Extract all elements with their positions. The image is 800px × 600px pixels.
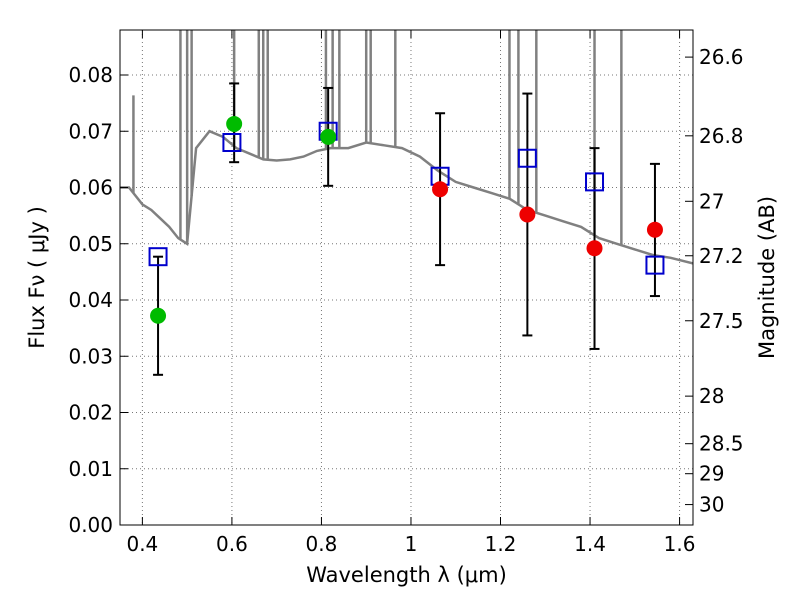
x-tick-label: 1.2 xyxy=(485,532,517,556)
y2-tick-label: 26.8 xyxy=(699,124,744,148)
model-photometry-square xyxy=(645,255,665,275)
y-tick-label: 0.07 xyxy=(68,119,113,143)
y2-tick-label: 27 xyxy=(699,189,724,213)
model-spectrum xyxy=(120,30,693,265)
x-axis-title: Wavelength λ (μm) xyxy=(306,563,507,587)
y2-tick-label: 28.5 xyxy=(699,432,744,456)
grid-lines xyxy=(120,30,693,526)
y2-axis-title: Magnitude (AB) xyxy=(755,196,779,359)
y-tick-label: 0.05 xyxy=(68,232,113,256)
y2-tick-label: 28 xyxy=(699,384,724,408)
plot-frame xyxy=(119,29,694,526)
y-tick-label: 0.01 xyxy=(68,457,113,481)
x-tick-label: 0.8 xyxy=(306,532,338,556)
detection-point xyxy=(150,307,167,324)
y-tick-label: 0.08 xyxy=(68,63,113,87)
model-spectrum-line xyxy=(120,129,693,265)
x-tick-label: 1.6 xyxy=(664,532,696,556)
nondetection-point xyxy=(646,221,663,238)
x-tick-label: 1.4 xyxy=(574,532,606,556)
y2-tick-label: 26.6 xyxy=(699,45,744,69)
model-photometry-square xyxy=(148,247,168,267)
data-points xyxy=(148,115,665,324)
nondetection-point xyxy=(432,181,449,198)
x-tick-label: 0.6 xyxy=(216,532,248,556)
y-tick-label: 0.00 xyxy=(68,513,113,537)
model-photometry-square xyxy=(585,172,605,192)
axis-ticks: 0.4 0.6 0.8 1 1.2 1.4 1.6 0.00 0.01 0.02 0.03 0.04 0… xyxy=(68,30,744,556)
detection-point xyxy=(226,115,243,132)
nondetection-point xyxy=(586,240,603,257)
y2-tick-label: 29 xyxy=(699,462,724,486)
model-photometry-square xyxy=(222,133,242,152)
y-tick-label: 0.03 xyxy=(68,344,113,368)
y2-tick-label: 27.2 xyxy=(699,244,744,268)
y-tick-label: 0.02 xyxy=(68,401,113,425)
detection-point xyxy=(320,128,337,145)
x-tick-label: 1 xyxy=(405,532,418,556)
y2-tick-label: 27.5 xyxy=(699,309,744,333)
y-tick-label: 0.06 xyxy=(68,176,113,200)
y-tick-label: 0.04 xyxy=(68,288,113,312)
y2-tick-label: 30 xyxy=(699,493,724,517)
x-tick-label: 0.4 xyxy=(126,532,158,556)
nondetection-point xyxy=(519,206,536,223)
y-axis-title: Flux Fν ( μJy ) xyxy=(25,206,49,349)
plot-area xyxy=(120,30,693,376)
model-photometry-square xyxy=(517,148,537,168)
